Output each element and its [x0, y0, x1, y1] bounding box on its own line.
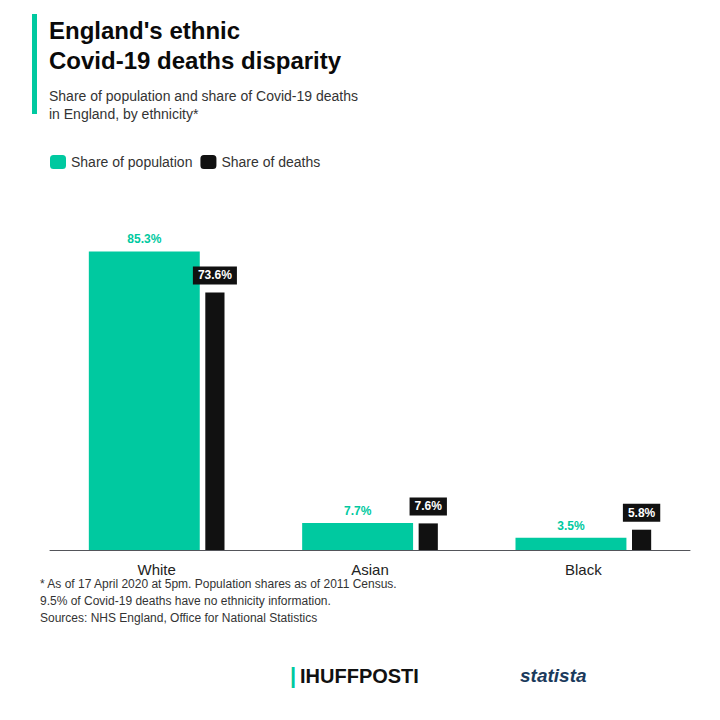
- svg-text:7.6%: 7.6%: [415, 499, 443, 513]
- svg-text:85.3%: 85.3%: [127, 232, 161, 246]
- svg-text:7.7%: 7.7%: [344, 504, 372, 518]
- svg-text:5.8%: 5.8%: [628, 506, 656, 520]
- svg-text:3.5%: 3.5%: [557, 519, 585, 533]
- svg-text:Share of deaths: Share of deaths: [221, 154, 320, 170]
- svg-text:statista: statista: [520, 665, 587, 686]
- svg-text:IHUFFPOSTI: IHUFFPOSTI: [300, 665, 419, 687]
- svg-text:England's ethnic: England's ethnic: [49, 17, 240, 44]
- svg-text:White: White: [137, 561, 175, 578]
- svg-text:Share of population and share: Share of population and share of Covid-1…: [49, 88, 358, 104]
- svg-text:Share of population: Share of population: [71, 154, 192, 170]
- svg-text:|: |: [290, 663, 296, 688]
- svg-text:* As of 17 April 2020 at 5pm.: * As of 17 April 2020 at 5pm. Population…: [40, 577, 397, 591]
- svg-text:Sources: NHS England, Office f: Sources: NHS England, Office for Nationa…: [40, 611, 317, 625]
- svg-text:Asian: Asian: [351, 561, 389, 578]
- svg-text:Covid-19 deaths disparity: Covid-19 deaths disparity: [49, 47, 342, 74]
- svg-text:9.5% of Covid-19 deaths have n: 9.5% of Covid-19 deaths have no ethnicit…: [40, 594, 331, 608]
- svg-text:73.6%: 73.6%: [198, 268, 232, 282]
- svg-text:in England, by ethnicity*: in England, by ethnicity*: [49, 106, 199, 122]
- svg-text:Black: Black: [565, 561, 602, 578]
